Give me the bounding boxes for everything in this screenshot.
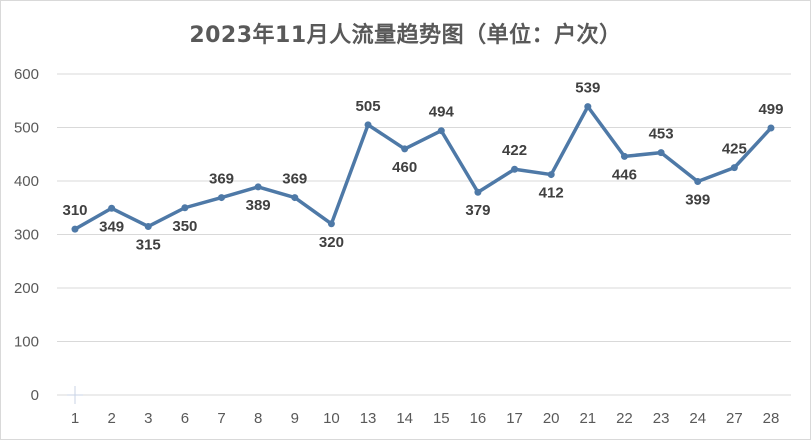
x-tick-label: 28 [763,410,780,427]
y-tick-label: 200 [14,280,39,297]
chart-title: 2023年11月人流量趋势图（单位：户次） [189,23,622,48]
data-label: 422 [502,142,527,159]
data-point [401,145,409,153]
x-tick-label: 21 [579,410,596,427]
x-tick-label: 2 [107,410,115,427]
x-tick-label: 8 [254,410,262,427]
data-label: 505 [356,98,381,115]
data-label: 399 [685,192,710,209]
x-tick-label: 20 [543,410,560,427]
x-tick-label: 9 [291,410,299,427]
data-point [218,194,226,202]
data-label: 453 [649,126,674,143]
data-point [364,121,372,129]
data-label: 350 [172,218,197,235]
x-tick-label: 7 [217,410,225,427]
data-point [620,152,628,160]
data-point [254,183,262,191]
data-label: 369 [209,171,234,188]
x-tick-label: 27 [726,410,743,427]
x-tick-label: 24 [689,410,706,427]
y-tick-label: 100 [14,334,39,351]
data-point [144,222,152,230]
data-label: 499 [758,101,783,118]
y-tick-label: 400 [14,173,39,190]
data-label: 460 [392,159,417,176]
data-point [181,204,189,212]
data-label: 349 [99,218,124,235]
data-point [437,127,445,135]
x-tick-label: 10 [323,410,340,427]
data-point [474,188,482,196]
data-label: 425 [722,141,747,158]
x-tick-label: 14 [396,410,413,427]
data-label: 310 [62,202,87,219]
x-tick-label: 15 [433,410,450,427]
data-label: 412 [539,185,564,202]
x-tick-label: 23 [653,410,670,427]
data-label: 315 [136,236,161,253]
data-label: 379 [465,202,490,219]
data-point [511,165,519,173]
x-tick-label: 22 [616,410,633,427]
data-point [71,225,79,233]
y-tick-label: 500 [14,120,39,137]
y-tick-label: 600 [14,66,39,83]
x-tick-label: 1 [71,410,79,427]
data-point [657,149,665,157]
x-tick-label: 17 [506,410,523,427]
x-tick-label: 16 [470,410,487,427]
x-tick-label: 6 [181,410,189,427]
data-label: 389 [246,197,271,214]
x-tick-label: 3 [144,410,152,427]
data-point [547,171,555,179]
data-label: 539 [575,80,600,97]
y-tick-label: 300 [14,227,39,244]
data-point [108,204,116,212]
data-point [767,124,775,132]
series-line [73,104,773,231]
data-point [327,220,335,228]
data-point [291,194,299,202]
data-point [730,164,738,172]
data-label: 369 [282,171,307,188]
data-point [694,178,702,186]
data-label: 446 [612,166,637,183]
data-label: 320 [319,234,344,251]
data-point [584,103,592,111]
data-label: 494 [429,104,455,121]
y-tick-label: 0 [31,387,39,404]
x-tick-label: 13 [360,410,377,427]
